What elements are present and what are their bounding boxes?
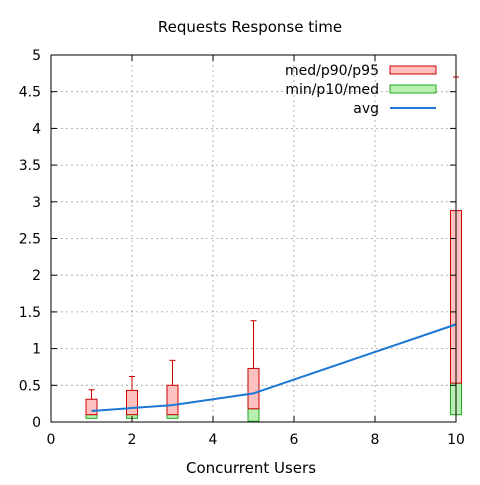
x-tick-label: 4 [209,432,218,448]
legend-label-2: avg [353,101,379,117]
legend-label-1: min/p10/med [285,82,379,98]
y-tick-label: 3 [32,195,41,211]
avg-line [92,324,457,411]
y-tick-label: 1 [32,342,41,358]
y-tick-label: 5 [32,48,41,64]
y-tick-label: 2 [32,268,41,284]
legend-swatch-0 [390,66,436,74]
box-lower-3 [248,409,259,421]
y-tick-label: 3.5 [19,158,41,174]
x-tick-label: 0 [47,432,56,448]
x-tick-label: 2 [128,432,137,448]
legend: med/p90/p95 min/p10/med avg [285,63,436,117]
x-tick-label: 8 [371,432,380,448]
box-upper-2 [167,385,178,414]
legend-swatch-1 [390,85,436,93]
x-tick-label: 10 [447,432,465,448]
y-tick-label: 2.5 [19,232,41,248]
box-lower-0 [86,415,97,419]
legend-label-0: med/p90/p95 [285,63,379,79]
y-tick-label: 4 [32,121,41,137]
y-tick-label: 4.5 [19,85,41,101]
box-upper-3 [248,368,259,408]
y-tick-label: 1.5 [19,305,41,321]
y-tick-label: 0 [32,415,41,431]
x-axis-label: Concurrent Users [186,459,316,477]
box-upper-1 [127,390,138,414]
chart-title: Requests Response time [158,18,342,36]
y-tick-label: 0.5 [19,378,41,394]
x-tick-label: 6 [290,432,299,448]
box-lower-2 [167,415,178,419]
box-upper-0 [86,399,97,414]
